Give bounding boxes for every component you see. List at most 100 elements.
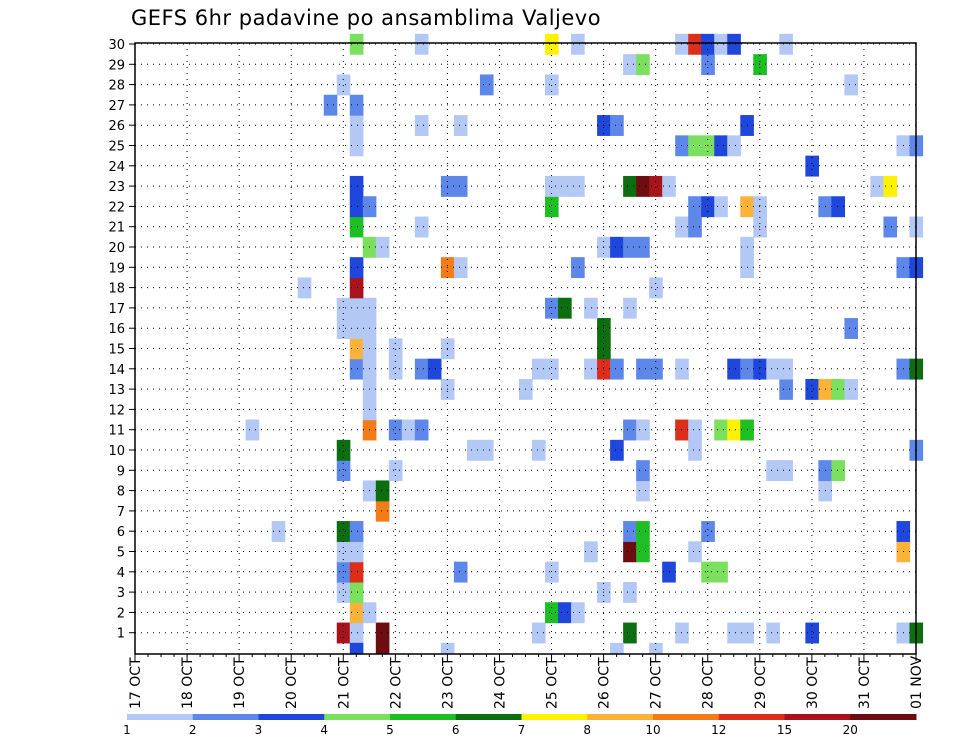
heat-cell — [427, 358, 442, 380]
legend-label: 20 — [843, 723, 858, 737]
x-axis: 17 OCT 18 OCT 19 OCT 20 OCT 21 OCT 22 OCT 23 O… — [128, 654, 925, 709]
legend-swatch — [455, 714, 522, 720]
heat-cell — [571, 175, 585, 197]
heat-cell — [388, 338, 403, 360]
y-tick-label: 25 — [108, 140, 125, 155]
x-tick-label: 27 OCT — [649, 657, 665, 709]
heat-cell — [388, 419, 403, 441]
heat-cell — [336, 561, 351, 583]
x-tick-label: 24 OCT — [492, 657, 508, 709]
heat-cell — [779, 378, 793, 400]
x-tick-label: 18 OCT — [180, 657, 196, 709]
heat-cell — [701, 521, 715, 542]
x-tick-label: 31 OCT — [857, 657, 873, 709]
y-tick-label: 17 — [108, 302, 125, 317]
heat-cell — [532, 439, 546, 461]
legend-label: 4 — [320, 723, 328, 737]
heat-cell — [649, 175, 663, 197]
heat-cell — [336, 460, 351, 482]
heat-cell — [753, 358, 767, 380]
legend-swatch — [258, 714, 325, 720]
heat-cell — [714, 33, 728, 55]
heat-cell — [336, 74, 351, 96]
heat-cell — [336, 541, 351, 563]
heat-cell — [349, 33, 364, 55]
legend-swatch — [324, 714, 391, 720]
legend-swatch — [718, 714, 785, 720]
heat-cell — [688, 439, 702, 461]
heat-cell — [349, 602, 364, 624]
heat-cell — [479, 74, 494, 96]
heat-cell — [453, 115, 468, 136]
heat-cell — [584, 358, 598, 380]
x-tick-label: 29 OCT — [753, 657, 769, 709]
heat-cell — [375, 480, 390, 502]
heat-cell — [727, 622, 741, 644]
y-tick-label: 1 — [117, 627, 125, 642]
heat-cell — [479, 439, 494, 461]
heat-cell — [636, 419, 650, 441]
legend-label: 12 — [711, 723, 726, 737]
heat-cell — [701, 561, 715, 583]
legend-label: 10 — [645, 723, 660, 737]
y-tick-label: 4 — [117, 566, 125, 581]
heat-cell — [414, 358, 429, 380]
heat-cell — [336, 318, 351, 339]
y-tick-label: 19 — [108, 261, 125, 276]
heat-cell — [844, 318, 859, 339]
heat-cell — [349, 561, 364, 583]
x-tick-label: 25 OCT — [545, 657, 561, 709]
heat-cell — [649, 277, 663, 299]
heat-cell — [688, 196, 702, 218]
legend-swatch — [127, 714, 194, 720]
heat-cell — [375, 642, 390, 654]
color-legend: 1 2 3 4 5 6 7 8 10 12 15 20 — [123, 714, 917, 737]
heat-cell — [349, 175, 364, 197]
heat-cell — [349, 318, 364, 339]
y-tick-label: 22 — [108, 200, 125, 215]
heat-cell — [584, 297, 598, 319]
heat-cell — [545, 358, 559, 380]
heat-cell — [545, 297, 559, 319]
heat-cell — [558, 297, 572, 319]
heat-cell — [349, 297, 364, 319]
heat-cell — [245, 419, 260, 441]
y-tick-label: 26 — [108, 119, 125, 134]
heat-cell — [636, 541, 650, 563]
heat-cell — [753, 216, 767, 238]
heat-cell — [349, 338, 364, 360]
x-tick-label: 22 OCT — [388, 657, 404, 709]
legend-swatch — [850, 714, 917, 720]
legend-label: 8 — [583, 723, 591, 737]
heat-cell — [571, 257, 585, 279]
heat-cell — [349, 277, 364, 299]
heat-cell — [414, 216, 429, 238]
heat-cell — [571, 602, 585, 624]
heat-cell — [688, 216, 702, 238]
heat-cell — [623, 521, 637, 542]
heat-cell — [271, 521, 286, 542]
heat-cell — [623, 175, 637, 197]
heat-cell — [714, 135, 728, 157]
x-tick-label: 17 OCT — [128, 657, 144, 709]
heat-cell — [714, 419, 728, 441]
heat-cell — [649, 642, 663, 654]
heat-cell — [701, 196, 715, 218]
heat-cell — [610, 642, 624, 654]
heat-cell — [870, 175, 885, 197]
x-tick-label: 01 NOV — [909, 655, 925, 709]
legend-swatch — [390, 714, 457, 720]
heat-cell — [375, 622, 390, 644]
heat-cell — [349, 581, 364, 603]
legend-label: 2 — [189, 723, 197, 737]
legend-swatch — [192, 714, 259, 720]
heat-cell — [714, 561, 728, 583]
heat-cell — [349, 115, 364, 136]
legend-label: 6 — [452, 723, 460, 737]
y-tick-label: 14 — [108, 363, 125, 378]
y-tick-label: 15 — [108, 343, 125, 358]
legend-label: 1 — [123, 723, 131, 737]
heat-cell — [349, 521, 364, 542]
y-tick-label: 18 — [108, 282, 125, 297]
